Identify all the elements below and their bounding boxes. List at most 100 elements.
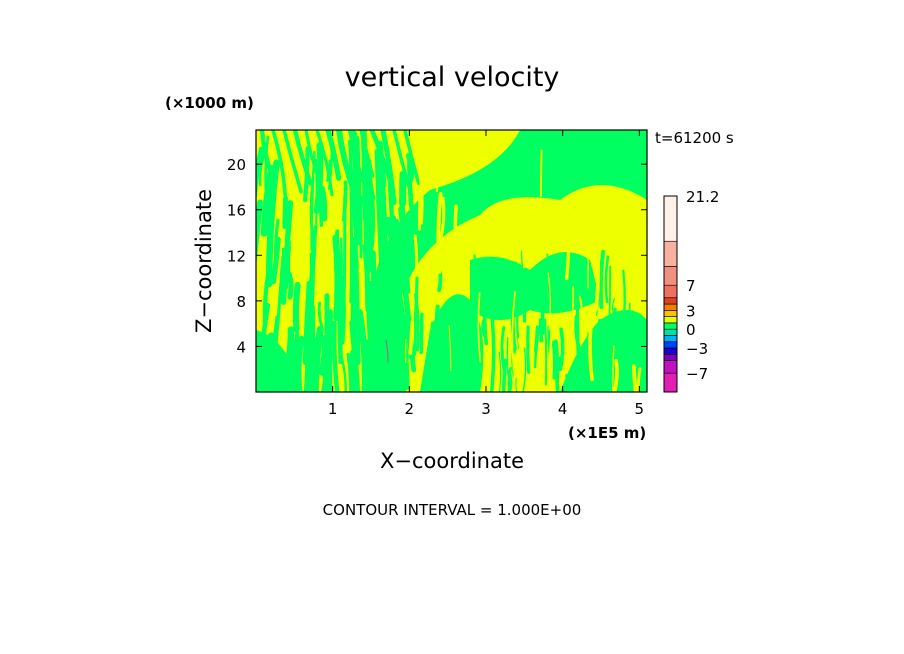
velocity-streak <box>588 322 594 382</box>
colorbar-band <box>663 328 678 336</box>
colorbar-label: 3 <box>686 302 696 320</box>
velocity-streak <box>483 296 489 346</box>
velocity-streak <box>393 218 402 251</box>
velocity-streak <box>548 329 554 392</box>
velocity-streak <box>392 130 414 198</box>
velocity-streak <box>517 337 522 377</box>
velocity-streak <box>570 286 575 324</box>
velocity-streak <box>512 214 517 254</box>
velocity-streak <box>428 340 433 392</box>
velocity-streak <box>540 279 546 335</box>
velocity-streak <box>318 334 329 376</box>
velocity-streak <box>256 344 264 371</box>
y-tick-label: 4 <box>236 338 246 356</box>
velocity-streak <box>458 372 463 392</box>
colorbar-band <box>663 372 678 393</box>
velocity-streak <box>544 318 548 386</box>
velocity-streak <box>555 356 562 392</box>
velocity-streak <box>412 316 417 363</box>
velocity-streak <box>362 243 372 315</box>
velocity-streak <box>374 148 385 267</box>
velocity-streak <box>304 130 321 183</box>
velocity-streak <box>620 340 627 392</box>
velocity-streak <box>363 338 375 392</box>
velocity-streak <box>558 327 565 372</box>
x-axis: 1 2 3 4 5 <box>328 130 644 418</box>
colorbar-band <box>663 266 678 286</box>
colorbar-label: 21.2 <box>686 188 719 206</box>
x-tick-label: 2 <box>405 400 415 418</box>
velocity-streak <box>540 149 543 197</box>
x-unit-label: (×1E5 m) <box>568 424 646 442</box>
velocity-streak <box>408 320 414 355</box>
colorbar-band <box>663 297 678 305</box>
y-unit-label: (×1000 m) <box>165 94 254 112</box>
chart-title: vertical velocity <box>345 62 560 93</box>
velocity-streak <box>381 327 390 392</box>
velocity-streak <box>259 130 276 181</box>
velocity-streak <box>347 130 365 183</box>
y-tick-label: 12 <box>227 247 246 265</box>
velocity-streak <box>522 347 527 392</box>
velocity-streak <box>354 169 363 208</box>
velocity-streak <box>621 269 626 337</box>
velocity-streak <box>585 210 589 289</box>
velocity-streak <box>350 349 360 392</box>
velocity-streak <box>505 281 510 313</box>
velocity-streak <box>430 321 437 342</box>
velocity-streak <box>311 325 324 392</box>
velocity-streak <box>448 325 452 372</box>
y-axis: 4 8 12 16 20 <box>227 156 647 356</box>
velocity-streak <box>398 206 411 295</box>
colorbar-label: 7 <box>686 277 696 295</box>
velocity-streak <box>327 373 332 392</box>
velocity-streak <box>332 234 342 322</box>
velocity-streak <box>346 352 353 392</box>
velocity-streak <box>391 247 400 294</box>
plot-frame <box>255 129 648 393</box>
velocity-streak <box>604 255 610 304</box>
velocity-streak <box>498 351 502 392</box>
velocity-streak <box>273 218 280 267</box>
velocity-streak <box>515 377 518 392</box>
velocity-streak <box>341 357 347 392</box>
velocity-streak <box>565 198 572 281</box>
colorbar-band <box>663 360 678 374</box>
velocity-streak <box>594 240 601 311</box>
velocity-streak <box>551 340 557 380</box>
velocity-streak <box>473 254 478 297</box>
velocity-streak <box>436 191 443 274</box>
colorbar-band <box>663 195 678 242</box>
velocity-streak <box>619 235 623 279</box>
velocity-streak <box>380 130 397 206</box>
colorbar-band <box>663 303 678 311</box>
velocity-streak <box>309 225 318 284</box>
colorbar-band <box>663 284 678 299</box>
x-tick-label: 1 <box>328 400 338 418</box>
velocity-streak <box>612 359 619 392</box>
velocity-streak <box>315 130 334 197</box>
velocity-streak <box>365 186 375 273</box>
velocity-streak <box>612 345 615 392</box>
velocity-streak <box>282 326 295 380</box>
colorbar-label: −7 <box>686 365 708 383</box>
velocity-streak <box>435 154 440 192</box>
velocity-streak <box>500 325 506 372</box>
velocity-streak <box>628 335 632 383</box>
velocity-streak <box>605 339 610 364</box>
velocity-streak <box>434 304 441 341</box>
velocity-streak <box>413 276 419 322</box>
velocity-streak <box>280 200 294 305</box>
velocity-streak <box>398 304 407 374</box>
velocity-streak <box>282 195 288 230</box>
colorbar-band <box>663 316 678 324</box>
velocity-streak <box>598 249 606 309</box>
velocity-streak <box>489 275 492 299</box>
velocity-streak <box>574 314 581 349</box>
velocity-streak <box>511 291 516 372</box>
colorbar-band <box>663 341 678 349</box>
velocity-streak <box>576 360 581 392</box>
x-tick-label: 5 <box>635 400 645 418</box>
colorbar-band <box>663 347 678 355</box>
